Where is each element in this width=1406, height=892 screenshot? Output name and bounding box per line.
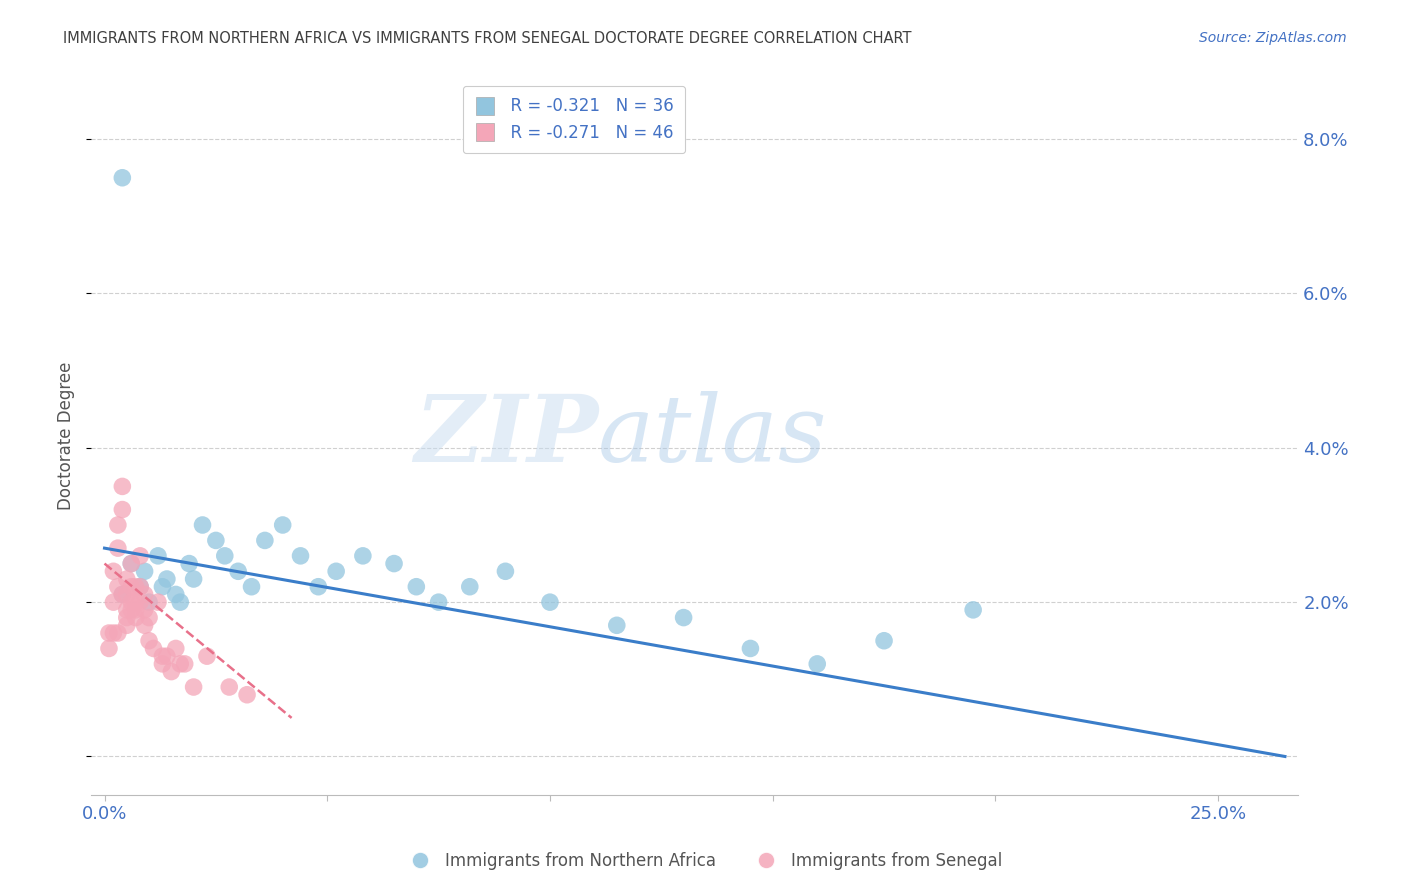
Point (125, 603, 148, 617)
Point (152, 580, 174, 594)
Point (103, 626, 125, 640)
Point (191, 518, 214, 533)
Point (134, 564, 156, 578)
Point (405, 580, 427, 594)
Point (740, 641, 762, 656)
Point (236, 688, 259, 702)
Point (169, 657, 191, 671)
Legend:   R = -0.321   N = 36,   R = -0.271   N = 46: R = -0.321 N = 36, R = -0.271 N = 46 (463, 86, 685, 153)
Point (120, 595, 142, 609)
Text: ZIP: ZIP (413, 392, 598, 482)
Point (134, 618, 156, 632)
Point (253, 533, 276, 548)
Point (195, 649, 218, 664)
Point (138, 633, 160, 648)
Point (146, 595, 169, 609)
Point (107, 580, 129, 594)
Point (672, 610, 695, 624)
Point (160, 665, 183, 679)
Point (115, 618, 138, 632)
Point (325, 564, 347, 578)
Point (873, 633, 896, 648)
Legend: Immigrants from Northern Africa, Immigrants from Senegal: Immigrants from Northern Africa, Immigra… (396, 846, 1010, 877)
Point (120, 557, 142, 571)
Y-axis label: Doctorate Degree: Doctorate Degree (58, 362, 75, 510)
Point (125, 610, 148, 624)
Point (138, 610, 160, 624)
Point (179, 557, 201, 571)
Point (240, 580, 263, 594)
Point (129, 580, 152, 594)
Point (962, 603, 984, 617)
Point (103, 595, 125, 609)
Point (218, 680, 240, 694)
Point (111, 170, 134, 185)
Point (129, 549, 152, 563)
Point (307, 580, 329, 594)
Point (125, 595, 148, 609)
Point (129, 580, 152, 594)
Point (152, 649, 174, 664)
Point (111, 587, 134, 601)
Point (98, 626, 121, 640)
Point (156, 572, 179, 586)
Point (382, 557, 405, 571)
Point (120, 580, 142, 594)
Point (183, 680, 205, 694)
Point (115, 610, 138, 624)
Text: atlas: atlas (598, 392, 828, 482)
Point (107, 518, 129, 533)
Point (115, 572, 138, 586)
Point (120, 603, 142, 617)
Point (427, 595, 450, 609)
Point (107, 541, 129, 556)
Point (156, 649, 179, 664)
Point (183, 572, 205, 586)
Point (169, 595, 191, 609)
Point (115, 587, 138, 601)
Point (271, 518, 294, 533)
Point (152, 657, 174, 671)
Point (142, 641, 165, 656)
Point (125, 580, 148, 594)
Point (494, 564, 516, 578)
Point (352, 549, 374, 563)
Point (134, 603, 156, 617)
Text: Source: ZipAtlas.com: Source: ZipAtlas.com (1199, 31, 1347, 45)
Point (134, 587, 156, 601)
Point (103, 564, 125, 578)
Point (111, 502, 134, 516)
Point (111, 479, 134, 493)
Point (107, 626, 129, 640)
Point (129, 595, 152, 609)
Point (806, 657, 828, 671)
Point (146, 549, 169, 563)
Point (115, 603, 138, 617)
Point (98, 641, 121, 656)
Point (606, 618, 628, 632)
Point (214, 549, 236, 563)
Point (111, 587, 134, 601)
Point (138, 595, 160, 609)
Point (226, 564, 249, 578)
Text: IMMIGRANTS FROM NORTHERN AFRICA VS IMMIGRANTS FROM SENEGAL DOCTORATE DEGREE CORR: IMMIGRANTS FROM NORTHERN AFRICA VS IMMIG… (63, 31, 911, 46)
Point (165, 587, 187, 601)
Point (290, 549, 312, 563)
Point (538, 595, 561, 609)
Point (165, 641, 187, 656)
Point (458, 580, 481, 594)
Point (205, 533, 228, 548)
Point (120, 557, 142, 571)
Point (173, 657, 195, 671)
